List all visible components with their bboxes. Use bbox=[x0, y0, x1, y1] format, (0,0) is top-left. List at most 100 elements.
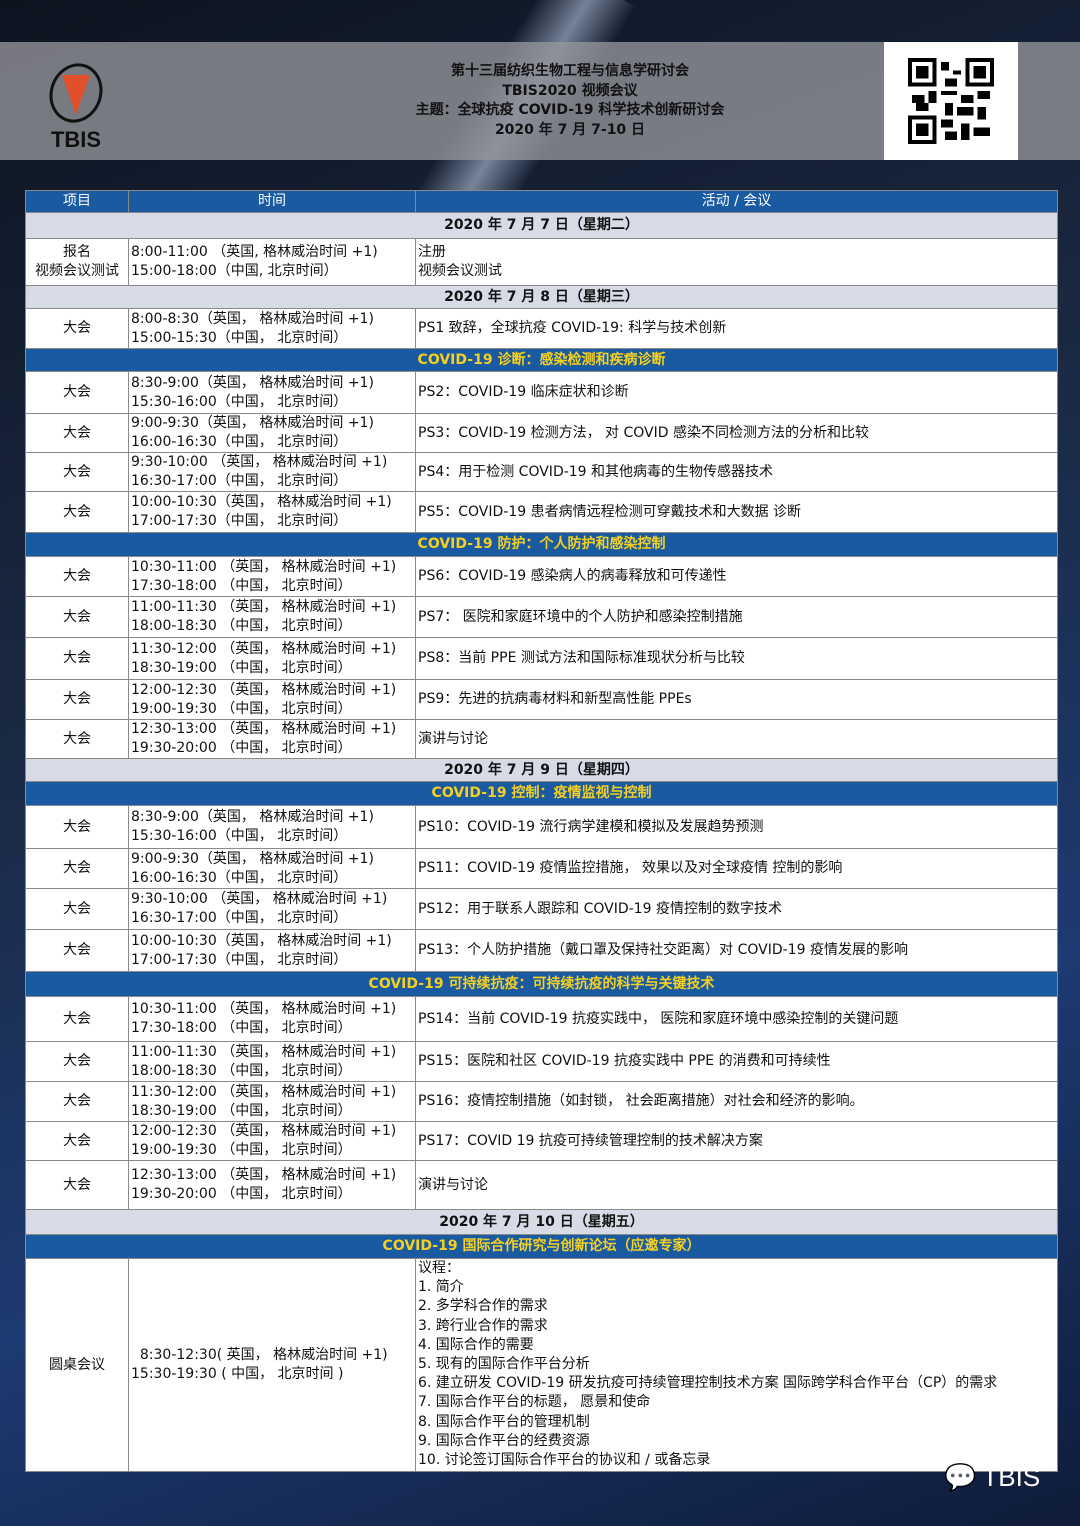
section-row: COVID-19 防护：个人防护和感染控制 bbox=[25, 532, 1058, 557]
item-cell: 大会 bbox=[25, 556, 129, 597]
day-row: 2020 年 7 月 10 日（星期五） bbox=[25, 1209, 1058, 1235]
item-cell: 大会 bbox=[25, 1041, 129, 1082]
activity-cell: PS11：COVID-19 疫情监控措施， 效果以及对全球疫情 控制的影响 bbox=[415, 848, 1058, 889]
day-row: 2020 年 7 月 8 日（星期三） bbox=[25, 285, 1058, 309]
item-cell: 大会 bbox=[25, 888, 129, 930]
column-header-time: 时间 bbox=[128, 190, 416, 213]
time-cell: 12:30-13:00 （英国， 格林威治时间 +1) 19:30-20:00 … bbox=[128, 719, 416, 759]
section-row: COVID-19 可持续抗疫：可持续抗疫的科学与关键技术 bbox=[25, 971, 1058, 997]
time-cell: 12:00-12:30 （英国， 格林威治时间 +1) 19:00-19:30 … bbox=[128, 1121, 416, 1161]
title-line: 主题：全球抗疫 COVID-19 科学技术创新研讨会 bbox=[415, 102, 725, 118]
time-cell: 9:00-9:30（英国， 格林威治时间 +1) 16:00-16:30（中国，… bbox=[128, 413, 416, 453]
activity-cell: PS16：疫情控制措施（如封锁， 社会距离措施）对社会和经济的影响。 bbox=[415, 1081, 1058, 1122]
section-row: COVID-19 诊断：感染检测和疾病诊断 bbox=[25, 348, 1058, 372]
day-label: 2020 年 7 月 8 日（星期三） bbox=[25, 285, 1058, 309]
item-cell: 大会 bbox=[25, 371, 129, 414]
item-cell: 大会 bbox=[25, 929, 129, 972]
section-title: COVID-19 防护：个人防护和感染控制 bbox=[25, 532, 1058, 557]
table-row: 大会 12:30-13:00 （英国， 格林威治时间 +1) 19:30-20:0… bbox=[25, 1160, 1058, 1210]
activity-cell: 演讲与讨论 bbox=[415, 1160, 1058, 1210]
item-cell: 大会 bbox=[25, 413, 129, 453]
item-cell: 大会 bbox=[25, 1121, 129, 1161]
column-header-item: 项目 bbox=[25, 190, 129, 213]
time-cell: 9:30-10:00 （英国， 格林威治时间 +1) 16:30-17:00（中… bbox=[128, 452, 416, 492]
activity-cell: 议程： 1. 简介 2. 多学科合作的需求 3. 跨行业合作的需求 4. 国际合… bbox=[415, 1258, 1058, 1472]
time-cell: 10:30-11:00 （英国， 格林威治时间 +1) 17:30-18:00 … bbox=[128, 996, 416, 1042]
table-row: 大会 11:30-12:00 （英国， 格林威治时间 +1) 18:30-19:0… bbox=[25, 637, 1058, 680]
activity-cell: PS2：COVID-19 临床症状和诊断 bbox=[415, 371, 1058, 414]
day-label: 2020 年 7 月 7 日（星期二） bbox=[25, 212, 1058, 239]
item-cell: 大会 bbox=[25, 805, 129, 849]
time-cell: 12:30-13:00 （英国， 格林威治时间 +1) 19:30-20:00 … bbox=[128, 1160, 416, 1210]
item-cell: 圆桌会议 bbox=[25, 1258, 129, 1472]
time-cell: 10:00-10:30（英国， 格林威治时间 +1) 17:00-17:30（中… bbox=[128, 491, 416, 533]
time-cell: 8:30-9:00（英国， 格林威治时间 +1) 15:30-16:00（中国，… bbox=[128, 371, 416, 414]
column-header-activity: 活动 / 会议 bbox=[415, 190, 1058, 213]
item-cell: 大会 bbox=[25, 679, 129, 720]
section-title: COVID-19 可持续抗疫：可持续抗疫的科学与关键技术 bbox=[25, 971, 1058, 997]
section-row: COVID-19 控制：疫情监视与控制 bbox=[25, 781, 1058, 806]
table-row: 大会 12:30-13:00 （英国， 格林威治时间 +1) 19:30-20:0… bbox=[25, 719, 1058, 759]
day-row: 2020 年 7 月 7 日（星期二） bbox=[25, 212, 1058, 239]
title-line: TBIS2020 视频会议 bbox=[502, 82, 638, 99]
activity-cell: PS13：个人防护措施（戴口罩及保持社交距离）对 COVID-19 疫情发展的影… bbox=[415, 929, 1058, 972]
tbis-logo: TBIS bbox=[40, 55, 112, 155]
table-row: 大会 11:30-12:00 （英国， 格林威治时间 +1) 18:30-19:0… bbox=[25, 1081, 1058, 1122]
activity-cell: PS10：COVID-19 流行病学建模和模拟及发展趋势预测 bbox=[415, 805, 1058, 849]
wechat-icon: 💬 bbox=[944, 1462, 977, 1492]
time-cell: 9:30-10:00 （英国， 格林威治时间 +1) 16:30-17:00（中… bbox=[128, 888, 416, 930]
time-cell: 10:00-10:30（英国， 格林威治时间 +1) 17:00-17:30（中… bbox=[128, 929, 416, 972]
conference-title: 第十三届纺织生物工程与信息学研讨会 TBIS2020 视频会议 主题：全球抗疫 … bbox=[300, 62, 840, 140]
section-row: COVID-19 国际合作研究与创新论坛（应邀专家） bbox=[25, 1234, 1058, 1259]
table-row: 报名 视频会议测试 8:00-11:00 （英国, 格林威治时间 +1) 15:0… bbox=[25, 238, 1058, 286]
table-row: 大会 9:30-10:00 （英国， 格林威治时间 +1) 16:30-17:00… bbox=[25, 452, 1058, 492]
day-label: 2020 年 7 月 10 日（星期五） bbox=[25, 1209, 1058, 1235]
section-title: COVID-19 控制：疫情监视与控制 bbox=[25, 781, 1058, 806]
table-row: 大会 12:00-12:30 （英国， 格林威治时间 +1) 19:00-19:3… bbox=[25, 679, 1058, 720]
schedule-table: 项目 时间 活动 / 会议 2020 年 7 月 7 日（星期二） 报名 视频会议… bbox=[25, 190, 1058, 1472]
time-cell: 11:00-11:30 （英国， 格林威治时间 +1) 18:00-18:30 … bbox=[128, 1041, 416, 1082]
item-cell: 报名 视频会议测试 bbox=[25, 238, 129, 286]
time-cell: 8:00-11:00 （英国, 格林威治时间 +1) 15:00-18:00（中… bbox=[128, 238, 416, 286]
activity-cell: PS15：医院和社区 COVID-19 抗疫实践中 PPE 的消费和可持续性 bbox=[415, 1041, 1058, 1082]
table-row: 大会 8:00-8:30（英国， 格林威治时间 +1) 15:00-15:30（中… bbox=[25, 308, 1058, 349]
activity-cell: 演讲与讨论 bbox=[415, 719, 1058, 759]
time-cell: 12:00-12:30 （英国， 格林威治时间 +1) 19:00-19:30 … bbox=[128, 679, 416, 720]
title-line: 第十三届纺织生物工程与信息学研讨会 bbox=[451, 63, 689, 79]
table-row: 大会 9:00-9:30（英国， 格林威治时间 +1) 16:00-16:30（中… bbox=[25, 848, 1058, 889]
day-row: 2020 年 7 月 9 日（星期四） bbox=[25, 758, 1058, 782]
activity-cell: PS4：用于检测 COVID-19 和其他病毒的生物传感器技术 bbox=[415, 452, 1058, 492]
time-cell: 8:30-12:30( 英国， 格林威治时间 +1) 15:30-19:30 (… bbox=[128, 1258, 416, 1472]
activity-cell: PS3：COVID-19 检测方法， 对 COVID 感染不同检测方法的分析和比… bbox=[415, 413, 1058, 453]
activity-cell: PS1 致辞，全球抗疫 COVID-19: 科学与技术创新 bbox=[415, 308, 1058, 349]
time-cell: 8:00-8:30（英国， 格林威治时间 +1) 15:00-15:30（中国，… bbox=[128, 308, 416, 349]
time-cell: 9:00-9:30（英国， 格林威治时间 +1) 16:00-16:30（中国，… bbox=[128, 848, 416, 889]
section-title: COVID-19 国际合作研究与创新论坛（应邀专家） bbox=[25, 1234, 1058, 1259]
activity-cell: PS9：先进的抗病毒材料和新型高性能 PPEs bbox=[415, 679, 1058, 720]
activity-cell: PS12：用于联系人跟踪和 COVID-19 疫情控制的数字技术 bbox=[415, 888, 1058, 930]
activity-cell: PS8：当前 PPE 测试方法和国际标准现状分析与比较 bbox=[415, 637, 1058, 680]
time-cell: 8:30-9:00（英国， 格林威治时间 +1) 15:30-16:00（中国，… bbox=[128, 805, 416, 849]
table-row: 大会 10:30-11:00 （英国， 格林威治时间 +1) 17:30-18:0… bbox=[25, 556, 1058, 597]
item-cell: 大会 bbox=[25, 452, 129, 492]
section-title: COVID-19 诊断：感染检测和疾病诊断 bbox=[25, 348, 1058, 372]
table-row: 圆桌会议 8:30-12:30( 英国， 格林威治时间 +1) 15:30-19… bbox=[25, 1258, 1058, 1472]
table-row: 大会 8:30-9:00（英国， 格林威治时间 +1) 15:30-16:00（中… bbox=[25, 805, 1058, 849]
table-row: 大会 10:00-10:30（英国， 格林威治时间 +1) 17:00-17:30… bbox=[25, 929, 1058, 972]
day-label: 2020 年 7 月 9 日（星期四） bbox=[25, 758, 1058, 782]
item-cell: 大会 bbox=[25, 491, 129, 533]
time-cell: 11:30-12:00 （英国， 格林威治时间 +1) 18:30-19:00 … bbox=[128, 637, 416, 680]
item-cell: 大会 bbox=[25, 308, 129, 349]
table-header-row: 项目 时间 活动 / 会议 bbox=[25, 190, 1058, 213]
wechat-watermark: 💬 TBIS bbox=[944, 1462, 1041, 1492]
time-cell: 10:30-11:00 （英国， 格林威治时间 +1) 17:30-18:00 … bbox=[128, 556, 416, 597]
item-cell: 大会 bbox=[25, 719, 129, 759]
item-cell: 大会 bbox=[25, 596, 129, 638]
time-cell: 11:30-12:00 （英国， 格林威治时间 +1) 18:30-19:00 … bbox=[128, 1081, 416, 1122]
activity-cell: 注册 视频会议测试 bbox=[415, 238, 1058, 286]
table-row: 大会 12:00-12:30 （英国， 格林威治时间 +1) 19:00-19:3… bbox=[25, 1121, 1058, 1161]
activity-cell: PS5：COVID-19 患者病情远程检测可穿戴技术和大数据 诊断 bbox=[415, 491, 1058, 533]
activity-cell: PS17：COVID 19 抗疫可持续管理控制的技术解决方案 bbox=[415, 1121, 1058, 1161]
qr-code bbox=[884, 42, 1018, 160]
item-cell: 大会 bbox=[25, 1081, 129, 1122]
